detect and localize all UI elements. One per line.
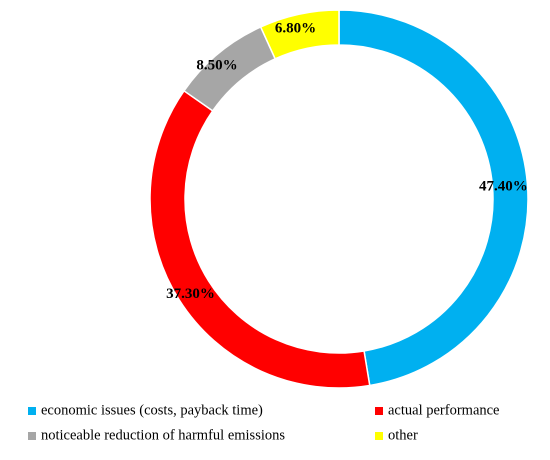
legend-swatch-economic-issues-costs-payback-time [28, 407, 36, 415]
legend-swatch-actual-performance [375, 407, 383, 415]
slice-other [259, 9, 340, 60]
legend-swatch-noticeable-reduction-of-harmful-emissions [28, 432, 36, 440]
legend-swatch-other [375, 432, 383, 440]
data-label-actual-performance: 37.30% [166, 286, 215, 302]
legend: economic issues (costs, payback time) act… [28, 402, 500, 443]
legend-label-other: other [388, 427, 418, 443]
legend-label-economic-issues-costs-payback-time: economic issues (costs, payback time) [41, 402, 263, 418]
legend-label-noticeable-reduction-of-harmful-emissions: noticeable reduction of harmful emission… [41, 427, 285, 443]
data-label-other: 6.80% [275, 20, 316, 36]
data-labels: 47.40% 37.30% 8.50% 6.80% [166, 20, 528, 302]
legend-label-actual-performance: actual performance [388, 402, 500, 418]
donut-slices [149, 9, 529, 389]
data-label-economic-issues-costs-payback-time: 47.40% [479, 178, 528, 194]
slice-actual-performance [149, 89, 371, 389]
data-label-noticeable-reduction-of-harmful-emissions: 8.50% [196, 57, 237, 73]
slice-economic-issues-costs-payback-time [338, 9, 529, 387]
